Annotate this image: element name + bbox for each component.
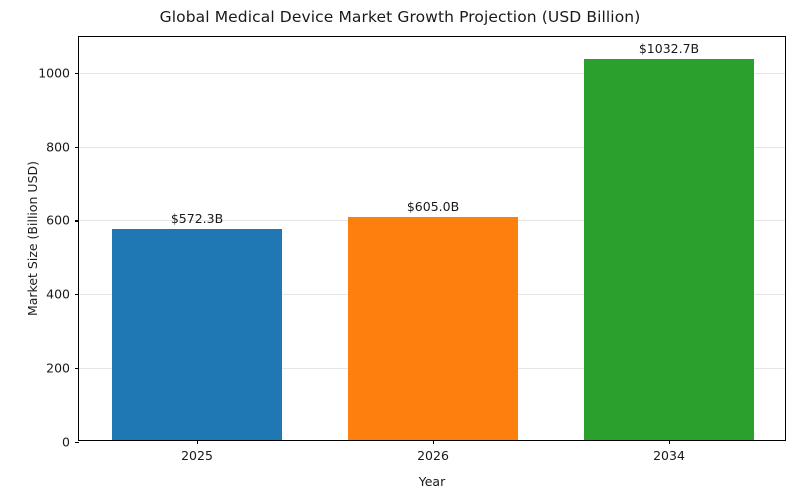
y-tick-label: 0 [62,434,70,450]
bar-value-label: $1032.7B [638,40,700,56]
plot-area: 0 200 400 600 800 1000 2025 2026 2034 $572.3B $6… [38,37,785,463]
x-tick-label: 2025 [181,448,213,463]
chart-title: Global Medical Device Market Growth Proj… [159,8,641,26]
y-tick-mark [75,294,79,296]
bar[interactable] [348,216,518,440]
x-axis-label: Year [418,474,446,489]
y-tick-mark [75,368,79,370]
y-axis-label: Market Size (Billion USD) [25,160,40,317]
y-tick-mark [75,72,79,74]
x-tick-mark [433,440,435,444]
bar-value-label: $572.3B [170,210,224,226]
y-tick-label: 800 [46,139,70,155]
plot-axes: 0 200 400 600 800 1000 2025 2026 2034 $572.3B $6… [38,36,786,463]
x-tick-label: 2026 [417,448,449,463]
y-tick-label: 1000 [38,65,70,81]
y-tick-label: 200 [46,360,70,376]
y-tick-label: 600 [46,212,70,228]
bar[interactable] [584,58,754,440]
x-tick-label: 2034 [653,448,685,463]
x-tick-mark [197,440,199,444]
y-tick-mark [75,220,79,222]
y-tick-label: 400 [46,286,70,302]
bar[interactable] [112,228,282,440]
bar-value-label: $605.0B [406,198,460,214]
x-tick-mark [669,440,671,444]
gridline [79,72,785,74]
gridline [79,146,785,148]
y-tick-mark [75,442,79,444]
y-tick-mark [75,146,79,148]
